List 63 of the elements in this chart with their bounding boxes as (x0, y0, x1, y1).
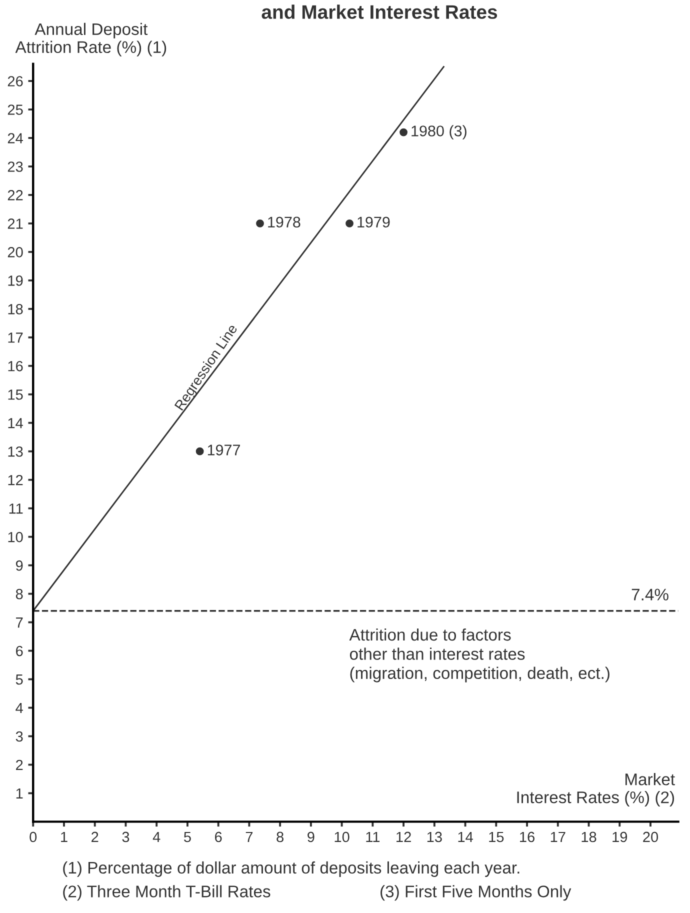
x-axis-title: Market Interest Rates (%) (2) (517, 773, 675, 807)
x-tick-label: 1 (61, 832, 68, 842)
y-tick-label: 10 (8, 532, 23, 542)
x-tick-label: 20 (643, 832, 658, 842)
y-tick-label: 13 (8, 446, 23, 457)
y-tick-label: 19 (8, 276, 23, 286)
y-tick-label: 22 (8, 190, 23, 200)
x-tick-label: 0 (30, 832, 37, 842)
y-axis-title: Annual Deposit Attrition Rate (%) (1) (15, 22, 166, 56)
y-tick-label: 9 (16, 560, 23, 571)
y-tick-label: 5 (16, 674, 23, 685)
x-tick-label: 15 (489, 832, 504, 842)
annotation: 1977 (208, 444, 240, 456)
x-tick-label: 11 (366, 832, 380, 842)
y-tick-label: 1 (16, 788, 23, 798)
y-tick-label: 4 (16, 703, 23, 714)
x-tick-label: 2 (92, 832, 98, 842)
x-tick-label: 17 (550, 832, 566, 842)
x-tick-label: 14 (458, 832, 473, 842)
ref-line-label: 7.4% (632, 588, 668, 600)
y-tick-label: 21 (8, 218, 23, 229)
text: (1) Percentage of dollar amount of deposits leaving each year. (63, 861, 520, 877)
y-tick-label: 26 (8, 76, 23, 86)
x-tick-label: 19 (612, 832, 628, 842)
y-tick-label: 14 (8, 418, 23, 428)
y-tick-label: 3 (16, 731, 23, 742)
point (400, 128, 408, 136)
y-tick-label: 6 (16, 646, 23, 656)
y-tick-label: 11 (9, 504, 23, 514)
x-tick-label: 13 (427, 832, 442, 842)
text: (3) First Five Months Only (380, 885, 572, 901)
annotation: 1979 (358, 216, 390, 228)
x-tick-label: 4 (152, 832, 160, 842)
y-tick-label: 8 (16, 588, 23, 600)
y-tick-label: 15 (8, 390, 23, 400)
x-tick-label: 7 (246, 832, 253, 842)
annotation: 1980 (3) (412, 125, 466, 140)
x-tick-label: 18 (582, 832, 596, 842)
chart-title: and Market Interest Rates (262, 4, 498, 19)
y-tick-label: 20 (8, 247, 23, 258)
y-tick-label: 23 (8, 162, 23, 172)
x-tick-label: 5 (184, 832, 191, 842)
y-tick-label: 2 (16, 760, 23, 770)
x-tick-label: 16 (520, 832, 534, 842)
point (346, 219, 354, 228)
y-tick-label: 7 (16, 618, 23, 628)
y-tick-label: 17 (8, 332, 23, 343)
point (196, 447, 204, 456)
x-tick-label: 12 (396, 832, 411, 842)
y-tick-label: 18 (8, 304, 23, 314)
y-tick-label: 16 (8, 360, 23, 372)
annotation: 1978 (268, 216, 300, 228)
annotation: Attrition due to factors other than interest rates (migration, competition, death, ect.) (349, 628, 610, 682)
x-tick-label: 10 (334, 832, 350, 842)
y-tick-label: 24 (8, 133, 23, 144)
point (256, 219, 264, 228)
x-tick-label: 6 (215, 832, 222, 842)
text: (2) Three Month T-Bill Rates (63, 885, 270, 901)
x-tick-label: 8 (276, 832, 284, 842)
y-tick-label: 25 (8, 104, 23, 115)
x-tick-label: 3 (122, 832, 130, 842)
y-tick-label: 12 (8, 474, 23, 486)
x-tick-label: 9 (308, 832, 314, 842)
